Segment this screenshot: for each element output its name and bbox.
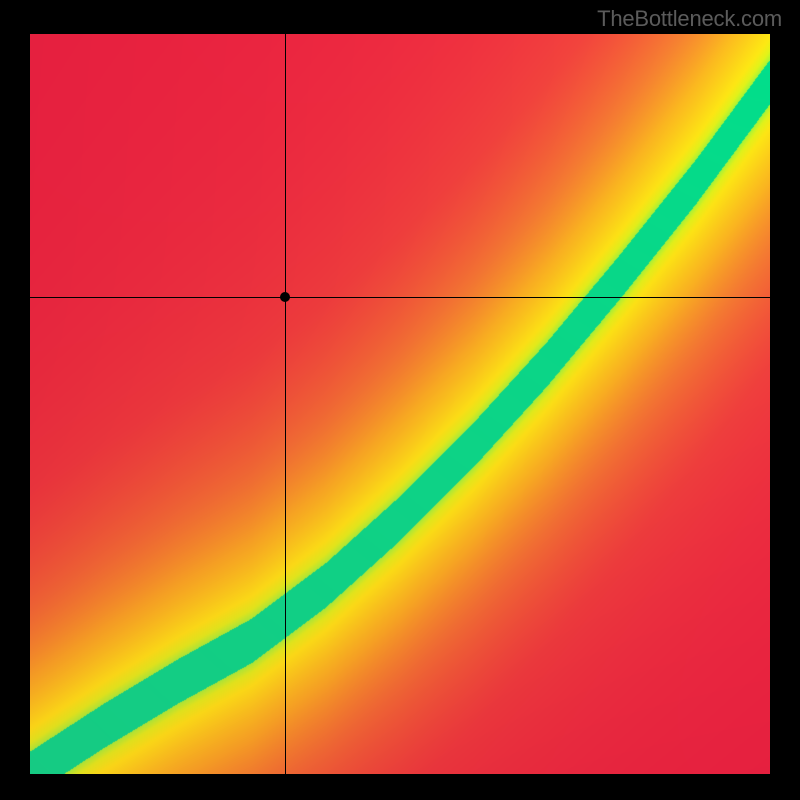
figure-root: TheBottleneck.com bbox=[0, 0, 800, 800]
plot-area bbox=[30, 34, 770, 774]
crosshair-vertical bbox=[285, 34, 286, 774]
crosshair-horizontal bbox=[30, 297, 770, 298]
crosshair-marker bbox=[280, 292, 290, 302]
watermark-text: TheBottleneck.com bbox=[597, 6, 782, 32]
heatmap-canvas bbox=[30, 34, 770, 774]
